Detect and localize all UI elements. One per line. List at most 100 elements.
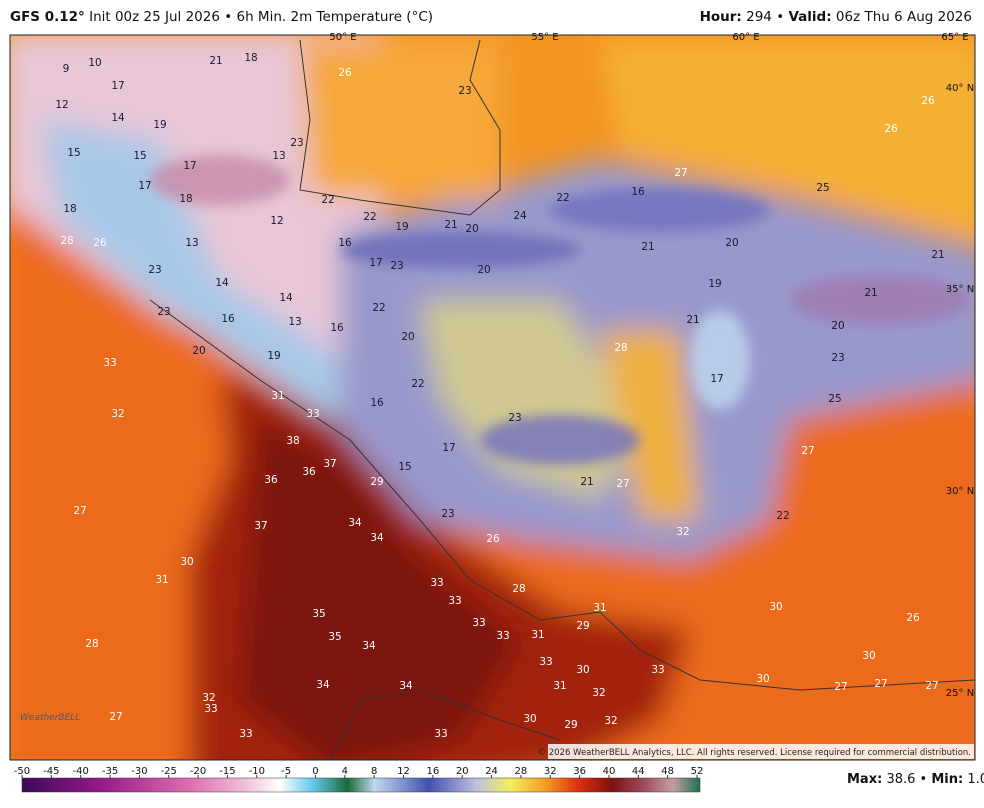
header-right: Hour: 294 • Valid: 06z Thu 6 Aug 2026 xyxy=(700,9,972,25)
station-value: 17 xyxy=(138,180,151,192)
station-value: 32 xyxy=(592,687,605,699)
station-value: 33 xyxy=(496,630,509,642)
station-value: 22 xyxy=(556,192,569,204)
station-value: 27 xyxy=(801,445,814,457)
station-value: 26 xyxy=(906,612,920,624)
station-value: 30 xyxy=(769,601,782,613)
station-value: 21 xyxy=(444,219,457,231)
colorbar-tick-label: -25 xyxy=(161,766,177,777)
min-label: Min: xyxy=(931,772,964,787)
station-value: 19 xyxy=(708,278,721,290)
colorbar-tick-label: 4 xyxy=(342,766,348,777)
colorbar-tick-label: 32 xyxy=(544,766,557,777)
model: GFS 0.12° xyxy=(10,9,85,25)
station-value: 30 xyxy=(576,664,589,676)
colorbar-tick-label: 40 xyxy=(603,766,616,777)
station-value: 21 xyxy=(931,249,944,261)
station-value: 20 xyxy=(831,320,844,332)
station-value: 35 xyxy=(328,631,341,643)
station-value: 26 xyxy=(921,95,935,107)
station-value: 36 xyxy=(302,466,316,478)
station-value: 30 xyxy=(862,650,875,662)
station-value: 33 xyxy=(430,577,443,589)
station-value: 19 xyxy=(153,119,166,131)
station-value: 37 xyxy=(323,458,336,470)
station-value: 33 xyxy=(239,728,252,740)
map-field xyxy=(10,35,975,760)
station-value: 33 xyxy=(448,595,461,607)
station-value: 31 xyxy=(531,629,544,641)
station-value: 26 xyxy=(486,533,500,545)
station-value: 30 xyxy=(523,713,536,725)
station-value: 23 xyxy=(157,306,170,318)
station-value: 24 xyxy=(513,210,527,222)
station-value: 21 xyxy=(209,55,222,67)
station-value: 23 xyxy=(458,85,471,97)
colorbar-tick-label: -35 xyxy=(102,766,118,777)
station-value: 20 xyxy=(725,237,738,249)
station-value: 34 xyxy=(362,640,376,652)
station-value: 32 xyxy=(676,526,689,538)
station-value: 29 xyxy=(576,620,589,632)
colorbar-tick-label: -45 xyxy=(43,766,59,777)
station-value: 23 xyxy=(390,260,403,272)
colorbar xyxy=(21,777,701,793)
station-value: 23 xyxy=(831,352,844,364)
station-value: 16 xyxy=(330,322,344,334)
station-value: 27 xyxy=(874,678,887,690)
colorbar-tick-label: -10 xyxy=(249,766,265,777)
station-value: 27 xyxy=(109,711,122,723)
lon-label: 55° E xyxy=(531,32,558,43)
station-value: 21 xyxy=(580,476,593,488)
station-value: 17 xyxy=(183,160,196,172)
station-value: 16 xyxy=(631,186,645,198)
station-value: 20 xyxy=(477,264,490,276)
colorbar-tick-label: 20 xyxy=(456,766,469,777)
sep: • xyxy=(224,9,233,25)
station-value: 28 xyxy=(60,235,73,247)
station-value: 33 xyxy=(472,617,485,629)
station-value: 13 xyxy=(288,316,301,328)
station-value: 12 xyxy=(270,215,283,227)
station-value: 34 xyxy=(370,532,384,544)
station-value: 23 xyxy=(441,508,454,520)
station-value: 16 xyxy=(338,237,352,249)
sep: • xyxy=(919,772,928,787)
station-value: 26 xyxy=(338,67,352,79)
station-value: 22 xyxy=(776,510,789,522)
lat-label: 35° N xyxy=(946,284,974,295)
station-value: 17 xyxy=(111,80,124,92)
station-value: 20 xyxy=(465,223,478,235)
station-value: 21 xyxy=(686,314,699,326)
station-value: 17 xyxy=(442,442,455,454)
station-value: 16 xyxy=(221,313,235,325)
valid-label: Valid: xyxy=(788,9,832,25)
station-value: 26 xyxy=(93,237,107,249)
init: Init 00z 25 Jul 2026 xyxy=(89,9,220,25)
station-value: 20 xyxy=(401,331,414,343)
station-value: 25 xyxy=(816,182,829,194)
colorbar-tick-label: 8 xyxy=(371,766,377,777)
copyright: © 2026 WeatherBELL Analytics, LLC. All r… xyxy=(538,748,971,758)
sep: • xyxy=(776,9,785,25)
min: 1.0 xyxy=(967,772,984,787)
station-value: 29 xyxy=(564,719,577,731)
station-value: 27 xyxy=(925,680,938,692)
lat-label: 30° N xyxy=(946,486,974,497)
station-value: 32 xyxy=(111,408,124,420)
station-value: 27 xyxy=(674,167,687,179)
station-value: 23 xyxy=(148,264,161,276)
colorbar-tick-label: -40 xyxy=(73,766,89,777)
station-value: 34 xyxy=(399,680,413,692)
station-value: 33 xyxy=(651,664,664,676)
station-value: 14 xyxy=(215,277,229,289)
station-value: 10 xyxy=(88,57,101,69)
copyright-bg xyxy=(548,744,974,759)
colorbar-tick-label: -20 xyxy=(190,766,206,777)
station-value: 23 xyxy=(508,412,521,424)
station-value: 17 xyxy=(710,373,723,385)
station-value: 19 xyxy=(395,221,408,233)
station-value: 33 xyxy=(103,357,116,369)
station-value: 33 xyxy=(434,728,447,740)
colorbar-tick-label: -15 xyxy=(219,766,235,777)
